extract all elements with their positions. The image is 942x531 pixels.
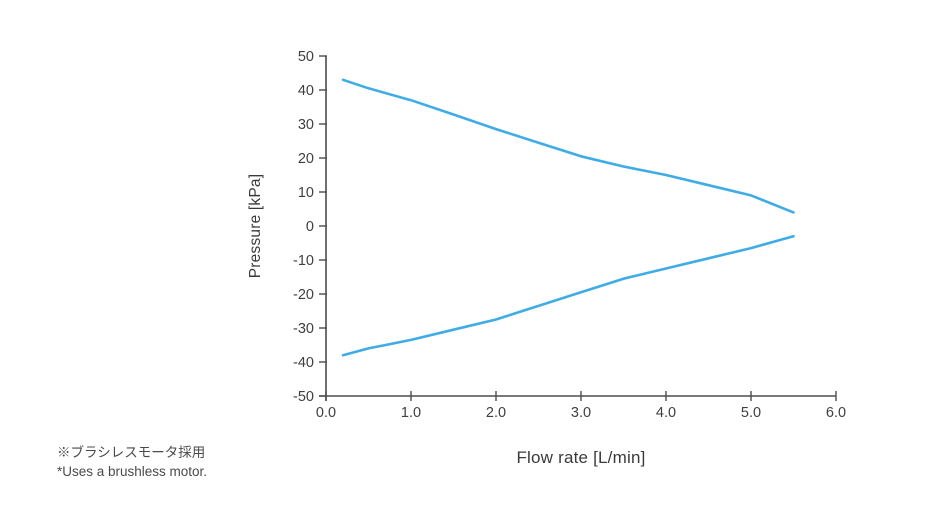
- x-tick-label: 0.0: [316, 405, 336, 421]
- y-tick-label: -40: [293, 355, 314, 371]
- footnote-english: *Uses a brushless motor.: [57, 464, 208, 479]
- y-tick-label: 20: [298, 151, 314, 167]
- y-tick-label: -50: [293, 389, 314, 405]
- y-tick-label: 50: [298, 49, 314, 65]
- y-tick-label: 40: [298, 83, 314, 99]
- y-tick-label: -30: [293, 321, 314, 337]
- x-axis-label: Flow rate [L/min]: [516, 448, 646, 467]
- footnote-japanese: ※ブラシレスモータ採用: [57, 445, 206, 460]
- x-tick-label: 3.0: [571, 405, 591, 421]
- negative-pressure-curve: [341, 234, 795, 357]
- x-tick-label: 2.0: [486, 405, 506, 421]
- x-tick-label: 6.0: [826, 405, 846, 421]
- y-tick-label: 10: [298, 185, 314, 201]
- y-tick-label: 0: [306, 219, 314, 235]
- positive-pressure-curve: [341, 78, 795, 214]
- y-tick-label: 30: [298, 117, 314, 133]
- x-tick-label: 4.0: [656, 405, 676, 421]
- y-tick-label: -10: [293, 253, 314, 269]
- x-tick-label: 5.0: [741, 405, 761, 421]
- y-tick-label: -20: [293, 287, 314, 303]
- y-axis-label: Pressure [kPa]: [247, 173, 264, 279]
- footnote: ※ブラシレスモータ採用 *Uses a brushless motor.: [57, 443, 207, 481]
- x-tick-label: 1.0: [401, 405, 421, 421]
